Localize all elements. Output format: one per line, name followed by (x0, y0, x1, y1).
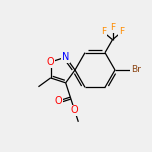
Text: O: O (54, 96, 62, 106)
Text: N: N (62, 52, 69, 62)
Text: F: F (101, 28, 106, 36)
Text: Br: Br (131, 66, 141, 74)
Text: F: F (119, 28, 124, 36)
Text: O: O (47, 57, 54, 67)
Text: O: O (71, 105, 78, 115)
Text: F: F (110, 23, 115, 32)
